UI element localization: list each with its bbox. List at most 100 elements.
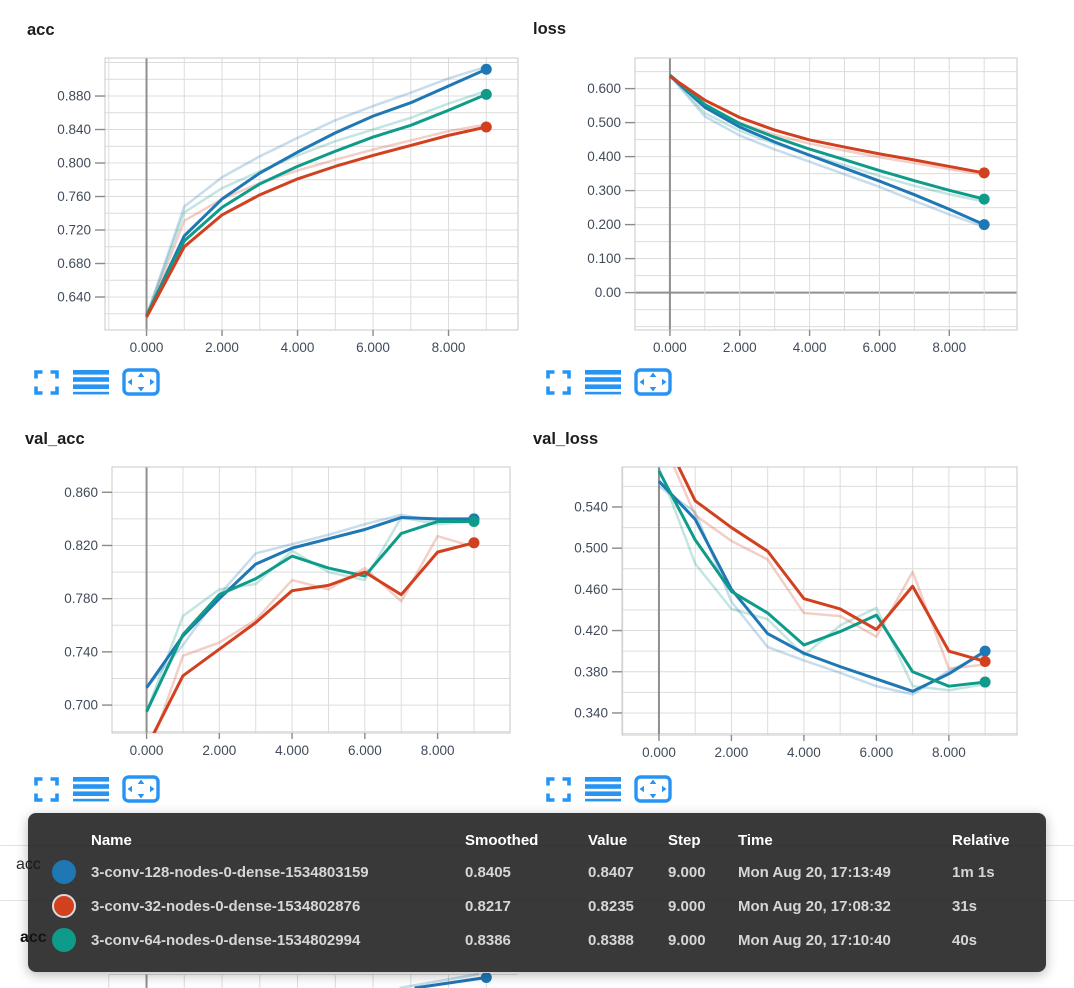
fit-domain-icon <box>634 775 672 803</box>
series-end-dot[interactable] <box>480 121 492 133</box>
runs-list-icon <box>585 776 621 801</box>
x-tick-label: 8.000 <box>421 743 455 758</box>
series-line[interactable] <box>669 75 985 175</box>
y-tick-label: 0.420 <box>574 623 608 638</box>
x-tick-label: 6.000 <box>863 340 897 355</box>
y-tick-label: 0.340 <box>574 705 608 720</box>
series-line[interactable] <box>147 541 475 748</box>
y-tick-label: 0.540 <box>574 499 608 514</box>
series-line[interactable] <box>145 520 474 713</box>
series-raw-line <box>145 123 487 318</box>
fit-domain-button[interactable] <box>122 368 160 396</box>
x-tick-label: 2.000 <box>723 340 757 355</box>
y-tick-label: 0.200 <box>587 217 621 232</box>
y-tick-label: 0.820 <box>64 538 98 553</box>
chart-toolbar <box>33 775 160 803</box>
x-tick-label: 0.000 <box>642 745 676 760</box>
series-raw-line <box>672 467 986 670</box>
runs-list-button[interactable] <box>585 369 621 396</box>
series-line[interactable] <box>145 516 474 689</box>
chart-title-val-acc: val_acc <box>25 430 85 448</box>
series-raw-line <box>657 467 986 692</box>
series-end-dot[interactable] <box>480 63 492 75</box>
series-end-dot <box>480 973 492 983</box>
series-end-dot[interactable] <box>979 676 991 688</box>
y-tick-label: 0.700 <box>64 698 98 713</box>
run-value: 0.8407 <box>588 863 634 881</box>
run-color-swatch <box>52 894 76 918</box>
fullscreen-button[interactable] <box>545 369 572 396</box>
run-smoothed: 0.8386 <box>465 931 511 949</box>
y-tick-label: 0.720 <box>57 223 91 238</box>
fit-domain-button[interactable] <box>634 775 672 803</box>
series-line[interactable] <box>657 470 986 688</box>
x-tick-label: 4.000 <box>281 340 315 355</box>
series-end-dot[interactable] <box>468 537 480 549</box>
run-name: 3-conv-128-nodes-0-dense-1534803159 <box>91 863 369 881</box>
run-name: 3-conv-64-nodes-0-dense-1534802994 <box>91 931 361 949</box>
y-tick-label: 0.300 <box>587 183 621 198</box>
run-color-swatch <box>52 860 76 884</box>
y-tick-label: 0.500 <box>587 115 621 130</box>
series-end-dot[interactable] <box>468 516 480 528</box>
x-tick-label: 4.000 <box>275 743 309 758</box>
x-tick-label: 8.000 <box>432 340 466 355</box>
chart-title-acc: acc <box>27 21 55 39</box>
x-tick-label: 0.000 <box>130 743 164 758</box>
series-line[interactable] <box>145 67 487 317</box>
val-loss-chart-canvas[interactable]: 0.340 0.380 0.420 0.460 0.500 0.540 0.000 2.000… <box>537 440 1074 770</box>
series-line[interactable] <box>145 125 487 318</box>
runs-list-button[interactable] <box>73 776 109 803</box>
series-end-dot[interactable] <box>978 167 990 179</box>
fullscreen-icon <box>34 369 59 395</box>
series-raw-line <box>154 534 475 733</box>
series-end-dot[interactable] <box>979 655 991 667</box>
chart-toolbar <box>33 368 160 396</box>
series-raw-line <box>145 516 475 713</box>
x-tick-label: 0.000 <box>653 340 687 355</box>
y-tick-label: 0.800 <box>57 156 91 171</box>
series-line[interactable] <box>145 92 487 317</box>
runs-list-button[interactable] <box>73 369 109 396</box>
chart-title-loss: loss <box>533 20 567 38</box>
series-end-dot[interactable] <box>978 219 990 231</box>
y-tick-label: 0.780 <box>64 591 98 606</box>
run-step: 9.000 <box>668 863 706 881</box>
chart-toolbar <box>545 368 672 396</box>
series-line[interactable] <box>657 480 986 693</box>
fit-domain-button[interactable] <box>122 775 160 803</box>
series-raw-line <box>145 65 487 317</box>
x-tick-label: 6.000 <box>348 743 382 758</box>
series-end-dot[interactable] <box>978 193 990 205</box>
val-acc-chart-canvas[interactable]: 0.700 0.740 0.780 0.820 0.860 0.000 2.000 4.000… <box>0 440 537 770</box>
fit-domain-icon <box>634 368 672 396</box>
fit-domain-icon <box>122 368 160 396</box>
tooltip-run-row: 3-conv-128-nodes-0-dense-1534803159 0.84… <box>28 855 1046 889</box>
tooltip-run-row: 3-conv-32-nodes-0-dense-1534802876 0.821… <box>28 889 1046 923</box>
series-line[interactable] <box>659 440 986 663</box>
series-raw-line <box>145 513 475 689</box>
x-tick-label: 4.000 <box>793 340 827 355</box>
tooltip-col-smoothed: Smoothed <box>465 831 539 849</box>
series-end-dot[interactable] <box>480 88 492 100</box>
series-end-dot[interactable] <box>979 645 991 657</box>
fullscreen-button[interactable] <box>545 776 572 803</box>
series-line[interactable] <box>668 73 985 201</box>
x-tick-label: 6.000 <box>859 745 893 760</box>
runs-list-button[interactable] <box>585 776 621 803</box>
fullscreen-button[interactable] <box>33 776 60 803</box>
run-time: Mon Aug 20, 17:10:40 <box>738 931 891 949</box>
y-tick-label: 0.860 <box>64 485 98 500</box>
run-step: 9.000 <box>668 931 706 949</box>
series-raw-line <box>145 89 487 316</box>
x-tick-label: 2.000 <box>205 340 239 355</box>
loss-chart-canvas[interactable]: 0.00 0.100 0.200 0.300 0.400 0.500 0.600 0.000 2… <box>537 40 1074 360</box>
run-name: 3-conv-32-nodes-0-dense-1534802876 <box>91 897 361 915</box>
series-line[interactable] <box>668 74 985 226</box>
run-time: Mon Aug 20, 17:08:32 <box>738 897 891 915</box>
acc-chart-canvas[interactable]: 0.640 0.680 0.720 0.760 0.800 0.840 0.880 0.000… <box>0 40 537 360</box>
y-tick-label: 0.100 <box>587 251 621 266</box>
run-color-swatch <box>52 928 76 952</box>
fullscreen-button[interactable] <box>33 369 60 396</box>
fit-domain-button[interactable] <box>634 368 672 396</box>
